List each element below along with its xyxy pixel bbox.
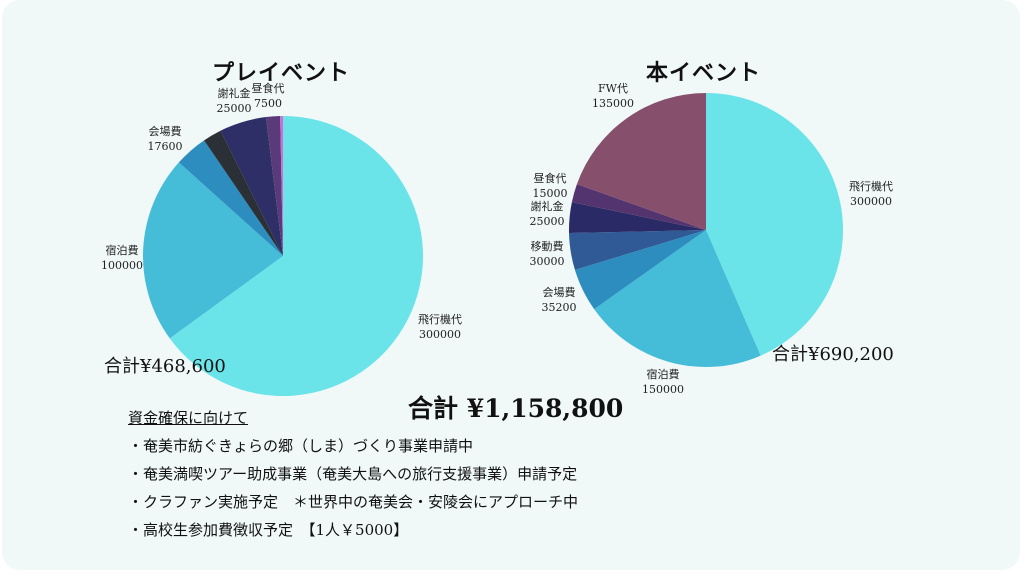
slice-label-name: 会場費 bbox=[543, 285, 576, 299]
slice-label: 昼食代 15000 bbox=[533, 171, 568, 200]
pie-slice bbox=[571, 184, 706, 230]
pie-slice bbox=[265, 116, 283, 256]
pie-slice bbox=[204, 130, 283, 256]
pie-slice bbox=[569, 230, 706, 270]
pie-slice bbox=[280, 116, 283, 256]
slice-label-name: 移動費 bbox=[531, 239, 564, 253]
main-event-title: 本イベント bbox=[646, 60, 762, 86]
grand-total: 合計 ¥1,158,800 bbox=[408, 394, 624, 423]
main-event-total: 合計¥690,200 bbox=[772, 344, 894, 365]
slice-label-name: 謝礼金 bbox=[218, 86, 251, 100]
slice-label-value: 100000 bbox=[101, 259, 143, 272]
notes-item: ・奄美満喫ツアー助成事業（奄美大島への旅行支援事業）申請予定 bbox=[128, 465, 578, 483]
slice-label-name: 会場費 bbox=[149, 124, 182, 138]
slice-label-value: 25000 bbox=[530, 215, 565, 228]
notes-heading: 資金確保に向けて bbox=[128, 409, 249, 427]
slice-label: 宿泊費 100000 bbox=[101, 243, 143, 272]
slice-label: 会場費 35200 bbox=[542, 285, 577, 314]
slice-label-value: 135000 bbox=[592, 97, 634, 110]
slice-label-value: 150000 bbox=[642, 383, 684, 396]
slice-label-name: 宿泊費 bbox=[106, 243, 139, 257]
slice-label-name: 謝礼金 bbox=[531, 199, 564, 213]
slice-label: 宿泊費 150000 bbox=[642, 367, 684, 396]
pie-slice bbox=[220, 117, 283, 256]
pie-slice bbox=[169, 116, 423, 396]
slice-label: 飛行機代 300000 bbox=[849, 179, 893, 208]
pre-event-total: 合計¥468,600 bbox=[104, 356, 226, 377]
funding-notes: 資金確保に向けて ・奄美市紡ぐきょらの郷（しま）づくり事業申請中 ・奄美満喫ツア… bbox=[128, 404, 578, 544]
slice-label-value: 30000 bbox=[530, 255, 565, 268]
notes-item: ・クラファン実施予定 ＊世界中の奄美会・安陵会にアプローチ中 bbox=[128, 493, 579, 511]
pie-slice bbox=[178, 140, 283, 256]
slice-label: 昼食代 7500 bbox=[252, 81, 285, 110]
slice-label-value: 7500 bbox=[254, 97, 282, 110]
pie-slice bbox=[568, 202, 706, 234]
slice-label: 会場費 17600 bbox=[148, 124, 183, 153]
slice-label-name: 昼食代 bbox=[252, 81, 285, 95]
pie-slice bbox=[142, 162, 283, 339]
notes-item: ・高校生参加費徴収予定 【1人￥5000】 bbox=[128, 521, 409, 539]
pie-slice bbox=[706, 93, 843, 356]
slice-label-name: 飛行機代 bbox=[849, 179, 893, 193]
slice-label-value: 35200 bbox=[542, 301, 577, 314]
slice-label-value: 300000 bbox=[419, 328, 461, 341]
slice-label-name: 飛行機代 bbox=[418, 312, 462, 326]
slice-label: FW代 135000 bbox=[592, 82, 634, 110]
slice-label-value: 300000 bbox=[850, 195, 892, 208]
pie-slice bbox=[576, 93, 706, 230]
pie-slice bbox=[594, 230, 761, 367]
slice-label-value: 15000 bbox=[533, 187, 568, 200]
slice-label-name: 昼食代 bbox=[534, 171, 567, 185]
slice-label-value: 17600 bbox=[148, 140, 183, 153]
slice-label: 飛行機代 300000 bbox=[418, 312, 462, 341]
notes-item: ・奄美市紡ぐきょらの郷（しま）づくり事業申請中 bbox=[128, 437, 474, 455]
slice-label-value: 25000 bbox=[217, 102, 252, 115]
slice-label: 謝礼金 25000 bbox=[217, 86, 252, 115]
pre-event-title: プレイベント bbox=[212, 60, 351, 86]
pie-slice bbox=[574, 230, 706, 310]
slice-label: 謝礼金 25000 bbox=[530, 199, 565, 228]
slice-label-name: FW代 bbox=[598, 82, 628, 95]
slice-label-name: 宿泊費 bbox=[647, 367, 680, 381]
slice-label: 移動費 30000 bbox=[530, 239, 565, 268]
